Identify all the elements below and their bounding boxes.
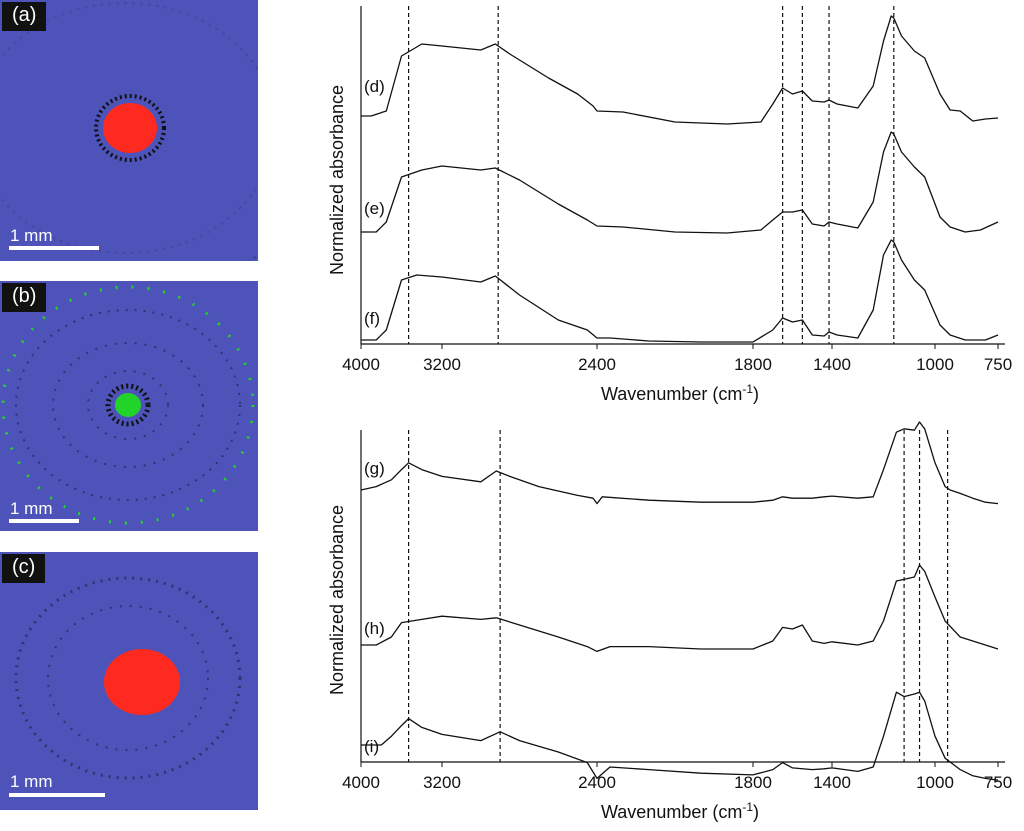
x-tick-label: 1000 [916,355,954,374]
spectrum-line-d [361,15,999,125]
x-axis-label: Wavenumber (cm-1) [601,800,759,822]
x-tick-label: 1400 [813,355,851,374]
scale-bar [9,793,105,797]
series-label: (f) [364,309,380,328]
y-axis-label: Normalized absorbance [327,85,347,275]
scale-bar-label: 1 mm [10,772,53,791]
x-axis-label: Wavenumber (cm-1) [601,382,759,404]
spectrum-line-f [361,239,999,343]
spectrum-line-g [360,421,999,505]
scale-bar-label: 1 mm [10,226,53,245]
spectrum-line-i [361,691,999,781]
x-tick-label: 1000 [916,773,954,792]
spectra-panel-1: 4000 3200 2400 1800 1400 1000 750 Wavenumber (c… [327,6,1012,404]
series-label: (h) [364,619,385,638]
y-axis-label: Normalized absorbance [327,505,347,695]
x-tick-label: 750 [984,355,1012,374]
map-label: (b) [2,283,47,312]
map-label: (a) [2,2,47,31]
scale-bar [9,519,79,523]
map-image-b [0,281,258,531]
x-tick-label: 4000 [342,355,380,374]
map-image-c [0,552,258,810]
spectrum-line-e [361,131,999,234]
x-tick-label: 750 [984,773,1012,792]
x-tick-label: 1800 [734,355,772,374]
x-tick-label: 1400 [813,773,851,792]
scale-bar-label: 1 mm [10,499,53,518]
map-panel-a: (a) 1 mm [0,0,258,261]
series-label: (d) [364,77,385,96]
series-label: (i) [364,737,379,756]
x-tick-label: 3200 [423,355,461,374]
x-tick-label: 3200 [423,773,461,792]
series-label: (g) [364,459,385,478]
map-image-a [0,0,258,261]
x-tick-label: 4000 [342,773,380,792]
spectrum-line-h [361,564,999,653]
map-panel-c: (c) 1 mm [0,552,258,810]
x-tick-label: 1800 [734,773,772,792]
x-tick-label: 2400 [578,773,616,792]
map-panel-b: (b) 1 mm [0,281,258,531]
x-tick-label: 2400 [578,355,616,374]
map-label: (c) [2,554,46,583]
spectra-panel-2: 4000 3200 2400 1800 1400 1000 750 Wavenumber (c… [327,421,1012,822]
series-label: (e) [364,199,385,218]
scale-bar [9,246,99,250]
